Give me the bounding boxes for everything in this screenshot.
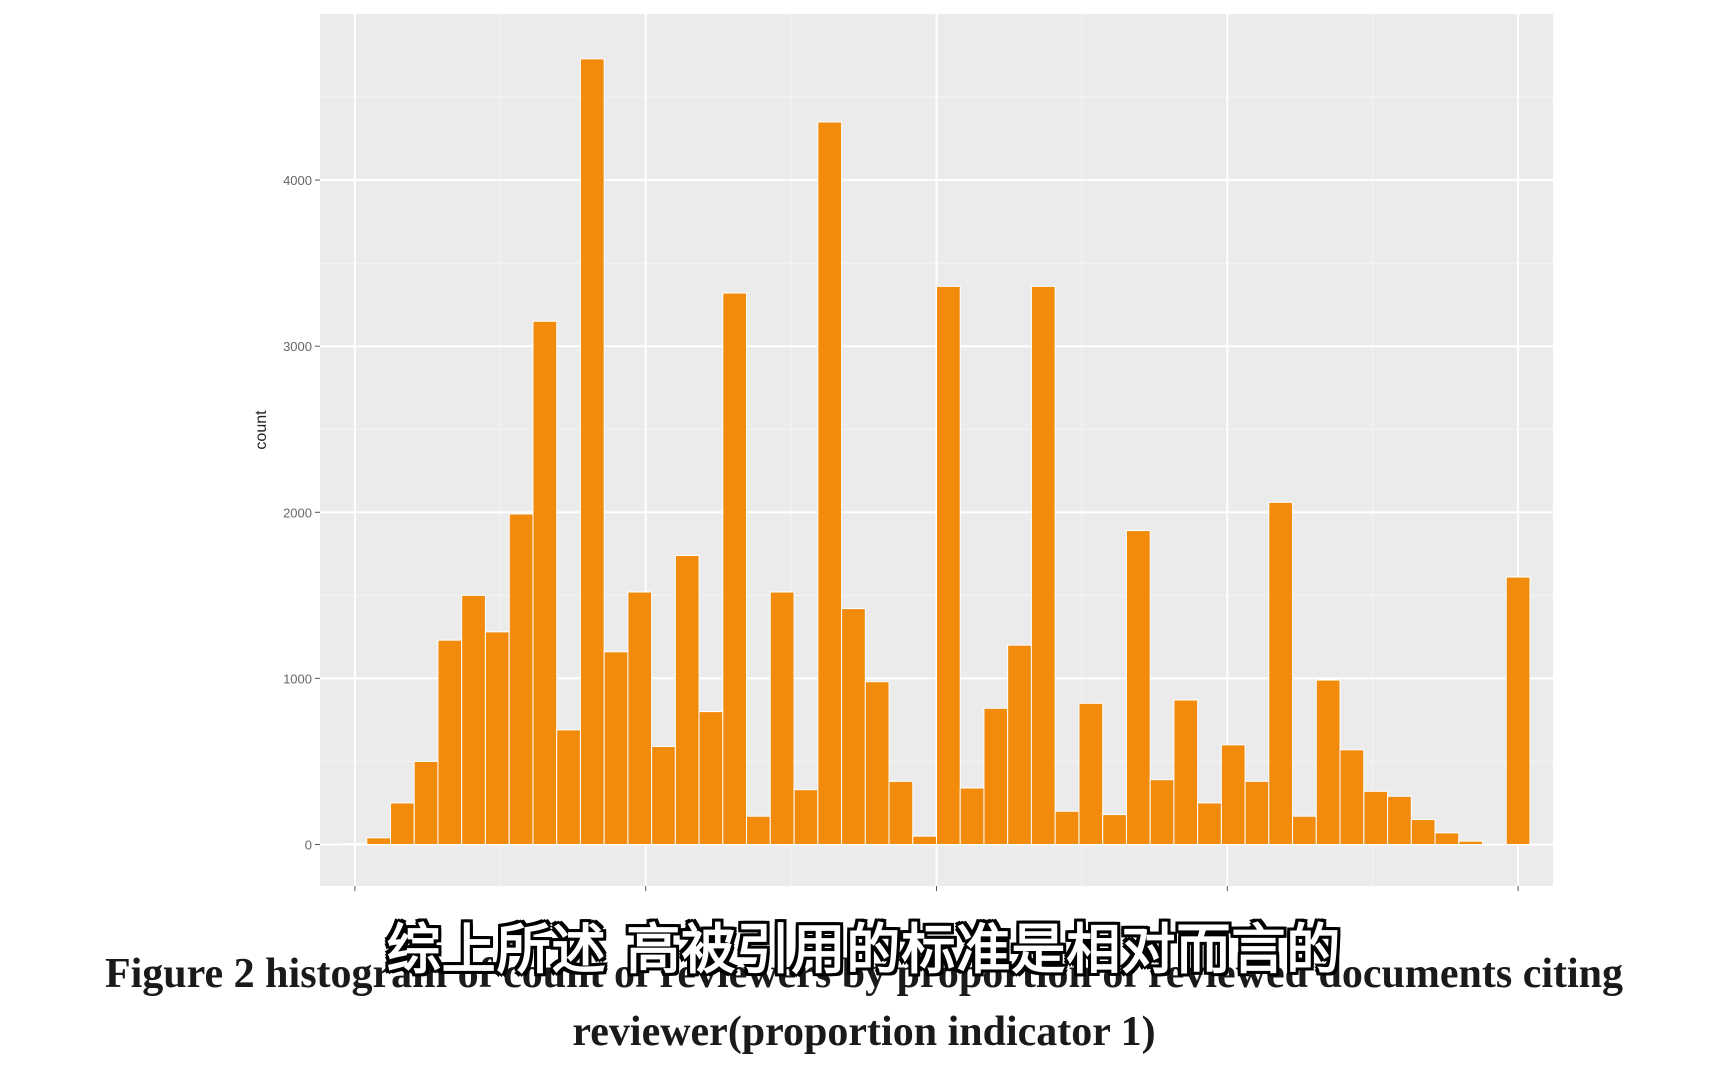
y-tick-label: 1000 [283,671,312,686]
histogram-bar [1268,501,1294,845]
histogram-bar [1078,702,1104,845]
y-tick-label: 3000 [283,339,312,354]
histogram-bar [698,711,724,845]
bars [342,58,1531,845]
histogram-bar [1244,780,1270,845]
figure-caption-line2: reviewer(proportion indicator 1) [572,1009,1156,1055]
histogram-bar [532,320,558,845]
figure-caption-line1: Figure 2 histogram of count of reviewers… [104,951,1624,997]
histogram-bar [1173,699,1199,845]
histogram-bar [1292,815,1317,845]
histogram-bar [603,651,629,845]
histogram-bar [983,707,1009,845]
y-axis-title: count [253,410,270,450]
histogram-bar [1387,795,1412,845]
histogram-bar [888,780,914,845]
histogram-bar [864,681,890,845]
histogram-bar [1339,749,1365,845]
histogram-bar [508,513,534,845]
x-tick-label: 0.00 [356,897,381,900]
histogram-bar [437,639,463,845]
histogram-bar [1410,819,1436,845]
histogram-bar [1149,779,1175,845]
histogram-bar [1220,744,1246,845]
histogram-chart: 0.00 0.25 0.50 0.75 1.00 0 1000 2000 3000 4000 c… [253,14,1553,900]
x-tick-label: 1.00 [1519,897,1544,900]
histogram-bar [674,554,700,845]
histogram-bar [746,815,771,845]
histogram-bar [461,594,486,845]
histogram-bar [1315,679,1341,845]
histogram-bar [579,58,605,845]
histogram-bar [722,292,748,845]
histogram-bar [627,591,653,845]
histogram-bar [1007,644,1032,845]
histogram-bar [1434,832,1460,845]
histogram-bar [841,608,866,845]
histogram-bar [389,802,415,845]
histogram-bar [1363,790,1389,845]
x-tick-label: 0.50 [938,897,963,900]
histogram-bar [936,285,961,845]
histogram-bar [413,760,439,845]
y-tick-label: 4000 [283,173,312,188]
histogram-bar [1458,840,1484,845]
histogram-bar [959,787,985,845]
histogram-bar [342,843,368,845]
histogram-bar [1054,810,1080,845]
y-axis-ticks: 0 1000 2000 3000 4000 [283,173,320,852]
x-axis-ticks: 0.00 0.25 0.50 0.75 1.00 [354,886,1545,900]
histogram-bar [1102,814,1127,845]
x-tick-label: 0.75 [1229,897,1254,900]
histogram-bar [817,121,843,845]
histogram-bar [793,789,819,845]
histogram-bar [484,631,510,845]
histogram-bar [1030,285,1056,845]
histogram-bar [556,729,581,845]
histogram-bar [651,745,676,845]
histogram-bar [1197,802,1222,845]
video-subtitle: 综上所述 高被引用的标准是相对而言的 [386,918,1342,981]
x-tick-label: 0.25 [647,897,672,900]
y-tick-label: 2000 [283,505,312,520]
y-tick-label: 0 [305,837,312,852]
histogram-bar [1505,576,1531,845]
histogram-bar [1125,530,1151,845]
histogram-bar [769,591,795,845]
histogram-bar [366,837,391,845]
histogram-bar [912,835,938,845]
